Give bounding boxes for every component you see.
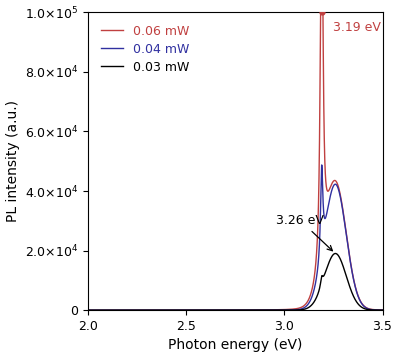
0.04 mW — [203, 308, 207, 312]
0.04 mW — [86, 308, 91, 312]
0.03 mW — [216, 308, 220, 312]
0.06 mW — [203, 308, 207, 312]
0.04 mW — [384, 308, 389, 312]
0.06 mW — [139, 308, 143, 312]
0.06 mW — [390, 308, 395, 312]
0.06 mW — [351, 277, 356, 282]
0.03 mW — [333, 251, 338, 256]
0.06 mW — [216, 308, 220, 312]
Line: 0.04 mW: 0.04 mW — [88, 165, 392, 310]
0.03 mW — [351, 295, 356, 299]
Line: 0.03 mW: 0.03 mW — [88, 253, 392, 310]
0.04 mW — [121, 308, 125, 312]
Text: 3.19 eV: 3.19 eV — [334, 21, 381, 34]
0.03 mW — [121, 308, 125, 312]
0.03 mW — [203, 308, 207, 312]
Text: 3.26 eV: 3.26 eV — [276, 214, 332, 251]
0.03 mW — [390, 308, 395, 312]
0.03 mW — [139, 308, 143, 312]
0.03 mW — [86, 308, 91, 312]
0.04 mW — [319, 163, 324, 167]
0.04 mW — [351, 278, 356, 282]
0.06 mW — [384, 308, 389, 312]
Line: 0.06 mW: 0.06 mW — [88, 13, 392, 310]
0.06 mW — [86, 308, 91, 312]
0.06 mW — [121, 308, 125, 312]
0.04 mW — [390, 308, 395, 312]
0.04 mW — [216, 308, 220, 312]
0.04 mW — [139, 308, 143, 312]
Y-axis label: PL intensity (a.u.): PL intensity (a.u.) — [6, 100, 20, 222]
X-axis label: Photon energy (eV): Photon energy (eV) — [168, 338, 302, 352]
0.03 mW — [384, 308, 389, 312]
Legend: 0.06 mW, 0.04 mW, 0.03 mW: 0.06 mW, 0.04 mW, 0.03 mW — [94, 19, 196, 80]
0.06 mW — [318, 10, 323, 15]
